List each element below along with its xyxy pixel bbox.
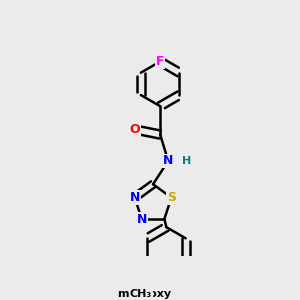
- Text: N: N: [130, 191, 140, 204]
- Text: CH₃: CH₃: [130, 289, 152, 299]
- Text: N: N: [163, 154, 173, 167]
- Text: O: O: [130, 123, 140, 136]
- Text: F: F: [156, 55, 164, 68]
- Text: H: H: [182, 156, 191, 166]
- Text: O: O: [161, 288, 172, 300]
- Text: S: S: [167, 191, 176, 204]
- Text: methoxy: methoxy: [117, 289, 171, 299]
- Text: N: N: [136, 213, 147, 226]
